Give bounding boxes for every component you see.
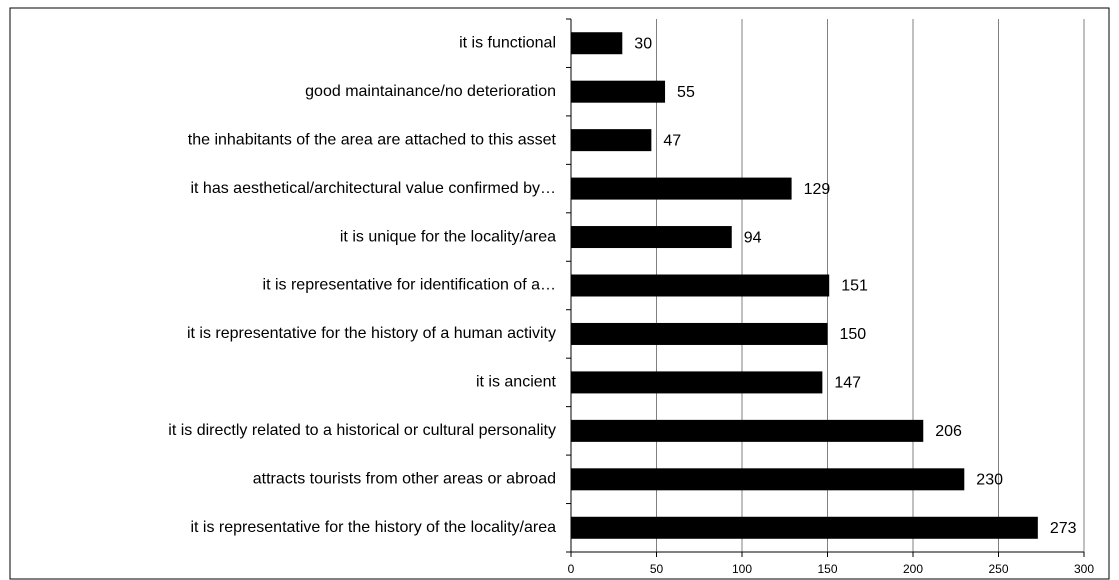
y-tick-label: attracts tourists from other areas or ab… [253, 471, 556, 488]
bar [571, 419, 924, 442]
data-label: 47 [663, 132, 681, 149]
x-tick-label: 250 [988, 562, 1008, 576]
y-tick-label: it is ancient [476, 374, 557, 391]
y-tick-label: it is representative for the history of … [187, 325, 556, 342]
y-tick-label: it is representative for identification … [263, 277, 556, 294]
x-tick-label: 300 [1074, 562, 1094, 576]
bar [571, 468, 965, 491]
chart-border [9, 7, 1110, 580]
x-tick-label: 0 [568, 562, 575, 576]
data-label: 129 [804, 181, 831, 198]
bar [571, 371, 823, 394]
data-label: 150 [840, 326, 867, 343]
y-tick-label: it has aesthetical/architectural value c… [190, 180, 556, 197]
y-tick-label: it is directly related to a historical o… [168, 422, 556, 439]
bar [571, 32, 623, 55]
y-tick-label: it is representative for the history of … [190, 519, 556, 536]
x-tick-label: 50 [650, 562, 664, 576]
y-tick-label: the inhabitants of the area are attached… [188, 131, 557, 148]
bar [571, 80, 666, 103]
data-label: 230 [976, 472, 1003, 489]
data-label: 147 [834, 375, 861, 392]
bar [571, 129, 652, 152]
x-tick-label: 150 [817, 562, 837, 576]
data-label: 30 [634, 35, 652, 52]
data-label: 151 [841, 278, 868, 295]
data-label: 94 [744, 229, 762, 246]
y-tick-label: good maintainance/no deterioration [305, 83, 556, 100]
bar [571, 226, 732, 249]
data-label: 206 [935, 423, 962, 440]
x-tick-label: 200 [903, 562, 923, 576]
data-label: 55 [677, 84, 695, 101]
y-tick-label: it is unique for the locality/area [340, 228, 556, 245]
x-tick-label: 100 [732, 562, 752, 576]
y-tick-label: it is functional [459, 34, 556, 51]
bar [571, 274, 830, 297]
bar [571, 516, 1038, 539]
data-label: 273 [1050, 520, 1077, 537]
bar [571, 177, 792, 200]
bar [571, 322, 828, 345]
